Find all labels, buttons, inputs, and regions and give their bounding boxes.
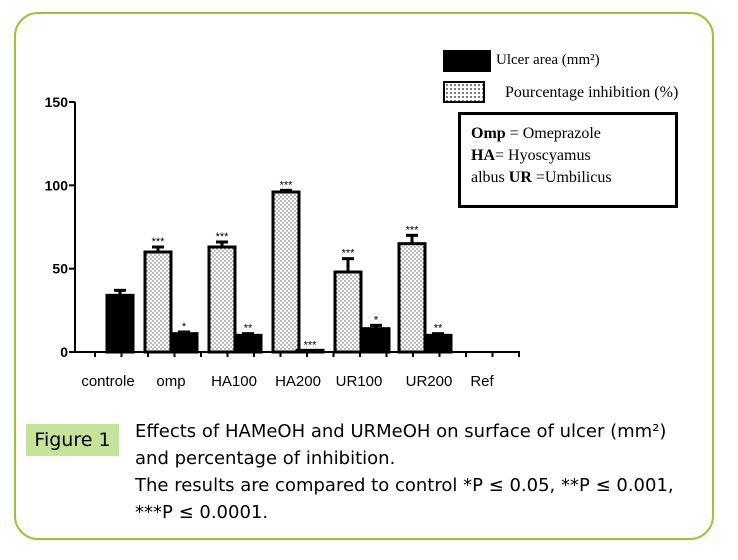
bar-inhibition-omp xyxy=(143,250,173,354)
caption-line-1: Effects of HAMeOH and URMeOH on surface … xyxy=(135,421,667,442)
x-tick-label: omp xyxy=(156,373,185,390)
y-tick-label: 100 xyxy=(45,177,69,193)
caption-line-4: ***P ≤ 0.0001. xyxy=(135,502,269,523)
significance-label: ** xyxy=(244,323,253,335)
bar-ulcer-HA200 xyxy=(295,348,325,354)
x-tick-label: controle xyxy=(81,373,134,390)
caption-line-2: and percentage of inhibition. xyxy=(135,448,396,469)
legend-label-inhibition: Pourcentage inhibition (%) xyxy=(505,84,679,101)
legend-swatch-ulcer xyxy=(443,50,491,72)
significance-label: *** xyxy=(304,339,318,351)
bar-ulcer-controle xyxy=(105,293,135,354)
x-tick-label: HA100 xyxy=(211,373,257,390)
y-tick-label: 0 xyxy=(60,344,68,360)
bar-inhibition-HA200 xyxy=(271,190,301,354)
significance-label: *** xyxy=(216,231,230,243)
figure-caption: Effects of HAMeOH and URMeOH on surface … xyxy=(135,418,720,526)
y-tick-label: 50 xyxy=(52,261,68,277)
figure-frame xyxy=(14,12,714,540)
x-tick-label: Ref xyxy=(470,373,494,390)
significance-label: * xyxy=(182,321,187,333)
abbreviation-note-box: Omp = Omeprazole HA= Hyoscyamus albus UR… xyxy=(458,112,678,208)
legend-label-ulcer: Ulcer area (mm²) xyxy=(496,52,600,68)
figure-label: Figure 1 xyxy=(26,424,119,456)
significance-label: * xyxy=(374,314,379,326)
bar-inhibition-HA100 xyxy=(207,245,237,354)
x-tick-label: UR200 xyxy=(406,373,453,390)
significance-label: *** xyxy=(342,248,356,260)
legend-swatch-inhibition xyxy=(443,81,485,103)
significance-label: *** xyxy=(406,224,420,236)
significance-label: ** xyxy=(434,323,443,335)
note-line-omp: Omp = Omeprazole xyxy=(471,125,601,142)
bar-ulcer-HA100 xyxy=(233,333,263,354)
x-tick-label: HA200 xyxy=(275,373,321,390)
note-line-ur: albus UR =Umbilicus xyxy=(471,169,612,186)
caption-line-3: The results are compared to control *P ≤… xyxy=(135,475,674,496)
y-tick-label: 150 xyxy=(45,94,69,110)
note-line-ha: HA= Hyoscyamus xyxy=(471,147,591,164)
x-tick-label: UR100 xyxy=(336,373,383,390)
bar-inhibition-UR200 xyxy=(397,242,427,354)
bar-ulcer-UR200 xyxy=(423,333,453,354)
bar-ulcer-omp xyxy=(169,332,199,354)
significance-label: *** xyxy=(152,236,166,248)
bar-ulcer-UR100 xyxy=(361,327,391,354)
bar-inhibition-UR100 xyxy=(333,270,363,354)
significance-label: *** xyxy=(280,179,294,191)
